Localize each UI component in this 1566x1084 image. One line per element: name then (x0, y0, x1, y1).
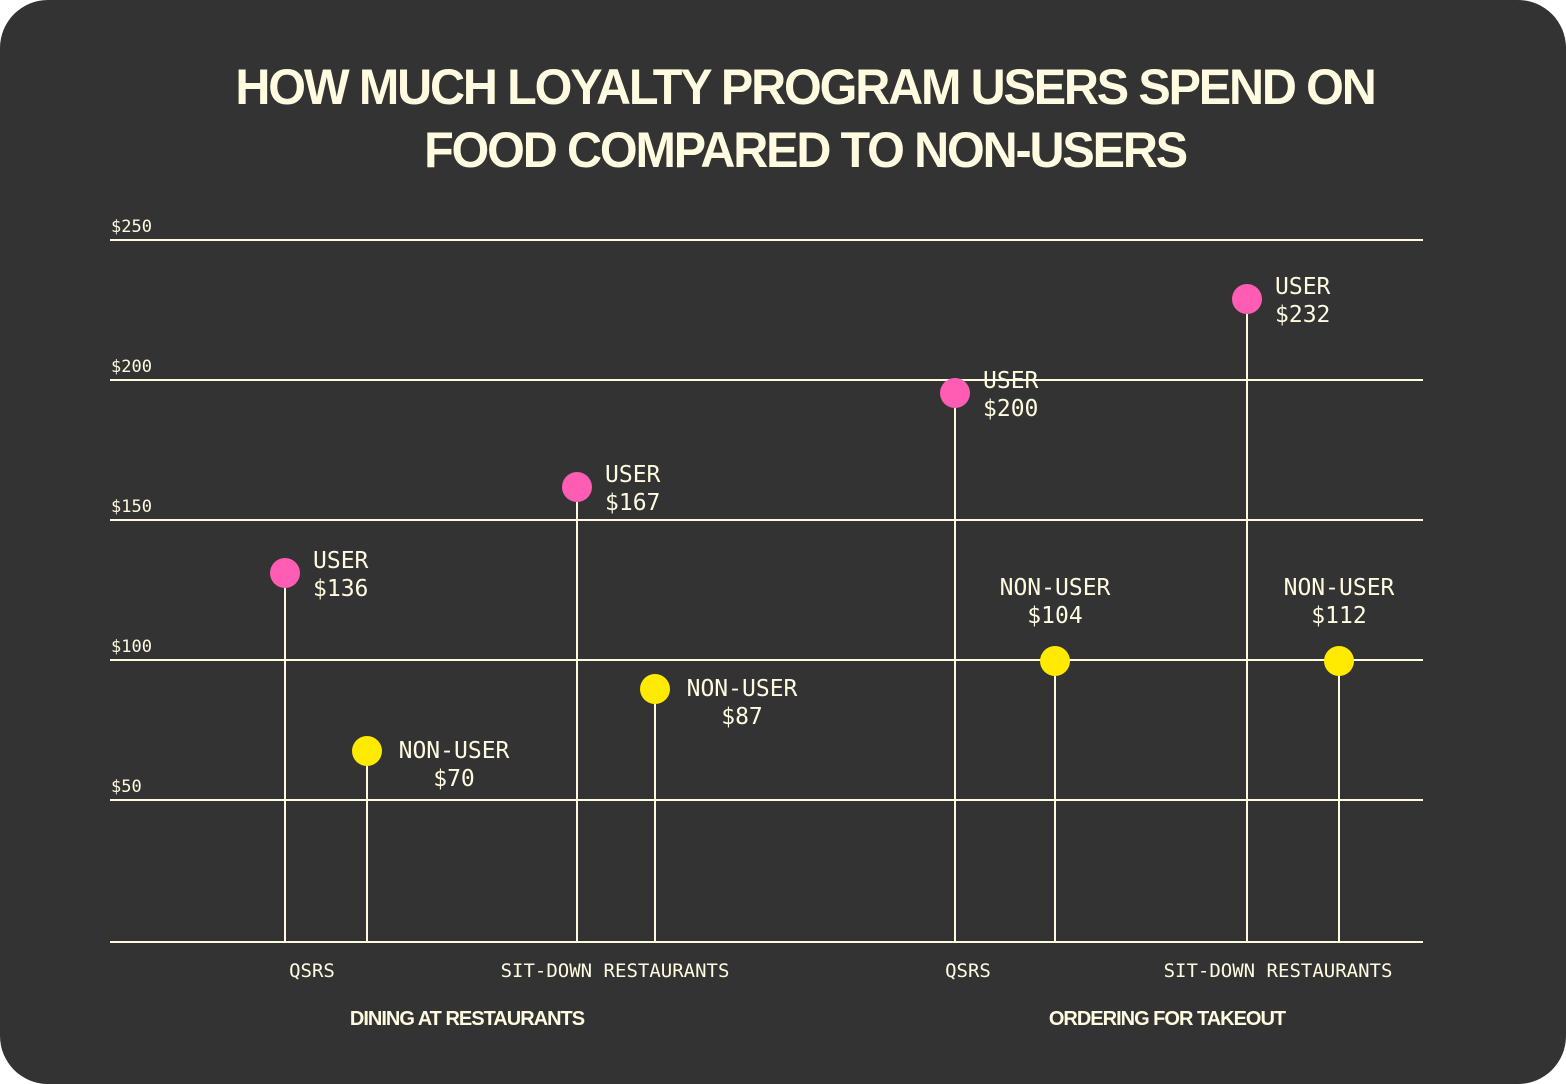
group-label: DINING AT RESTAURANTS (350, 1008, 585, 1030)
non-user-dot (1040, 646, 1070, 676)
non-user-value-label: $104 (1027, 603, 1082, 629)
y-tick-label: $250 (111, 217, 152, 237)
non-user-series-label: NON-USER (399, 738, 510, 764)
non-user-value-label: $112 (1311, 603, 1366, 629)
chart-title-line-2: FOOD COMPARED TO NON-USERS (424, 122, 1188, 178)
user-value-label: $232 (1275, 302, 1330, 328)
non-user-value-label: $87 (721, 704, 763, 730)
category-label: QSRS (289, 960, 335, 982)
non-user-series-label: NON-USER (687, 676, 798, 702)
user-value-label: $136 (313, 576, 368, 602)
chart-title: HOW MUCH LOYALTY PROGRAM USERS SPEND ON … (24, 56, 1566, 182)
user-value-label: $167 (605, 490, 660, 516)
user-dot (270, 558, 300, 588)
user-series-label: USER (605, 462, 661, 488)
non-user-series-label: NON-USER (1000, 575, 1111, 601)
non-user-dot (1324, 646, 1354, 676)
user-dot (940, 378, 970, 408)
non-user-series-label: NON-USER (1284, 575, 1395, 601)
user-series-label: USER (983, 368, 1039, 394)
user-series-label: USER (313, 548, 369, 574)
category-label: SIT-DOWN RESTAURANTS (501, 960, 730, 982)
non-user-dot (640, 674, 670, 704)
category-label: QSRS (945, 960, 991, 982)
non-user-dot (352, 736, 382, 766)
group-label: ORDERING FOR TAKEOUT (1049, 1008, 1286, 1030)
y-tick-label: $50 (111, 777, 142, 797)
user-dot (562, 472, 592, 502)
chart-title-line-1: HOW MUCH LOYALTY PROGRAM USERS SPEND ON (235, 59, 1376, 115)
category-label: SIT-DOWN RESTAURANTS (1164, 960, 1393, 982)
user-value-label: $200 (983, 396, 1038, 422)
y-tick-label: $200 (111, 357, 152, 377)
y-tick-label: $100 (111, 637, 152, 657)
non-user-value-label: $70 (433, 766, 475, 792)
user-dot (1232, 284, 1262, 314)
y-tick-label: $150 (111, 497, 152, 517)
user-series-label: USER (1275, 274, 1331, 300)
